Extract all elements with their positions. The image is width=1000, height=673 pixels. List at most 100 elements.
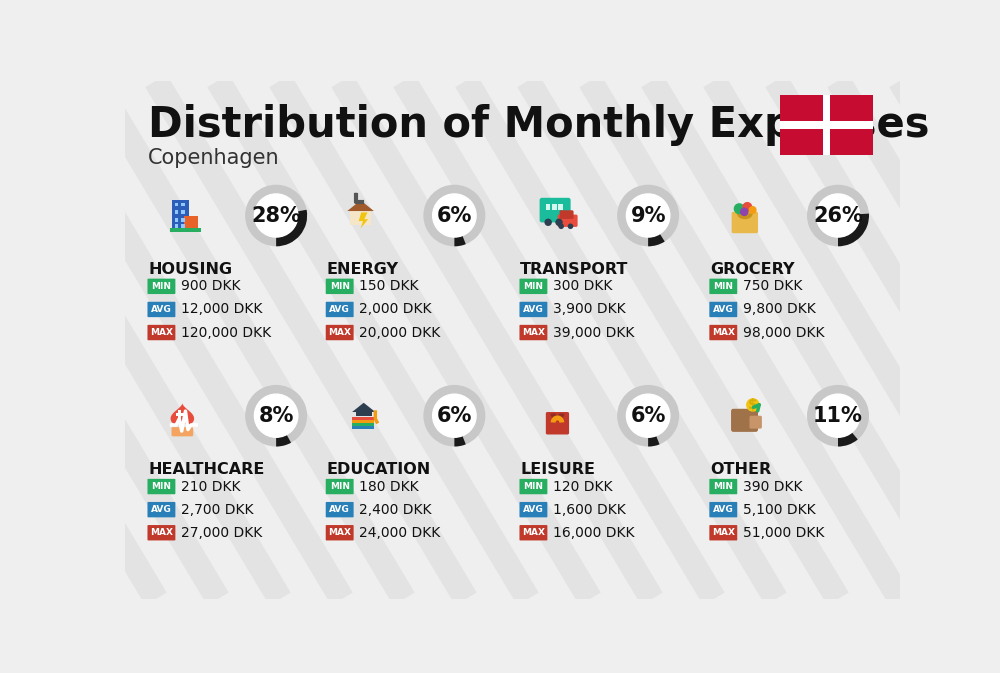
- FancyBboxPatch shape: [147, 302, 175, 317]
- Text: MIN: MIN: [151, 482, 171, 491]
- FancyBboxPatch shape: [147, 479, 175, 494]
- FancyBboxPatch shape: [557, 215, 578, 227]
- Wedge shape: [838, 213, 869, 246]
- FancyBboxPatch shape: [178, 411, 181, 418]
- Text: 51,000 DKK: 51,000 DKK: [743, 526, 824, 540]
- FancyBboxPatch shape: [352, 417, 374, 420]
- Polygon shape: [171, 403, 194, 425]
- Text: MIN: MIN: [523, 482, 543, 491]
- Text: 39,000 DKK: 39,000 DKK: [553, 326, 634, 340]
- Text: 27,000 DKK: 27,000 DKK: [181, 526, 262, 540]
- Text: 900 DKK: 900 DKK: [181, 279, 240, 293]
- Circle shape: [816, 194, 860, 237]
- Wedge shape: [807, 184, 869, 246]
- FancyBboxPatch shape: [558, 204, 563, 210]
- FancyBboxPatch shape: [181, 203, 185, 206]
- FancyBboxPatch shape: [709, 502, 737, 518]
- Text: $: $: [748, 398, 758, 412]
- Circle shape: [749, 206, 757, 214]
- Text: 150 DKK: 150 DKK: [359, 279, 419, 293]
- FancyBboxPatch shape: [352, 427, 374, 429]
- FancyBboxPatch shape: [184, 215, 198, 231]
- Text: 11%: 11%: [813, 406, 863, 426]
- FancyBboxPatch shape: [519, 479, 547, 494]
- FancyBboxPatch shape: [822, 95, 830, 155]
- FancyBboxPatch shape: [147, 502, 175, 518]
- Circle shape: [555, 219, 563, 226]
- FancyBboxPatch shape: [560, 210, 574, 219]
- Circle shape: [742, 202, 752, 212]
- Text: 750 DKK: 750 DKK: [743, 279, 802, 293]
- Text: AVG: AVG: [151, 505, 172, 514]
- Text: AVG: AVG: [523, 305, 544, 314]
- FancyBboxPatch shape: [519, 325, 547, 341]
- FancyBboxPatch shape: [519, 279, 547, 294]
- FancyBboxPatch shape: [709, 302, 737, 317]
- Text: 6%: 6%: [437, 406, 472, 426]
- Text: 300 DKK: 300 DKK: [553, 279, 612, 293]
- Text: 3,900 DKK: 3,900 DKK: [553, 302, 625, 316]
- Text: 28%: 28%: [251, 205, 301, 225]
- FancyBboxPatch shape: [709, 279, 737, 294]
- Wedge shape: [454, 435, 466, 446]
- FancyBboxPatch shape: [749, 416, 762, 429]
- FancyBboxPatch shape: [356, 412, 372, 417]
- Text: 9%: 9%: [630, 205, 666, 225]
- FancyBboxPatch shape: [175, 224, 178, 228]
- Text: MIN: MIN: [713, 482, 733, 491]
- Text: MIN: MIN: [330, 482, 350, 491]
- Text: Distribution of Monthly Expenses: Distribution of Monthly Expenses: [148, 104, 930, 147]
- Text: MAX: MAX: [150, 328, 173, 337]
- FancyBboxPatch shape: [181, 218, 185, 221]
- Circle shape: [433, 394, 476, 437]
- Wedge shape: [423, 184, 485, 246]
- Wedge shape: [648, 234, 665, 246]
- Text: MIN: MIN: [713, 282, 733, 291]
- FancyBboxPatch shape: [519, 302, 547, 317]
- Circle shape: [354, 192, 358, 197]
- Text: 16,000 DKK: 16,000 DKK: [553, 526, 634, 540]
- Wedge shape: [245, 184, 307, 246]
- Polygon shape: [352, 402, 375, 412]
- Text: TRANSPORT: TRANSPORT: [520, 262, 629, 277]
- Circle shape: [568, 223, 573, 229]
- Text: MAX: MAX: [712, 528, 735, 537]
- Text: AVG: AVG: [151, 305, 172, 314]
- FancyBboxPatch shape: [147, 279, 175, 294]
- Circle shape: [544, 219, 552, 226]
- Text: 98,000 DKK: 98,000 DKK: [743, 326, 824, 340]
- Text: EDUCATION: EDUCATION: [326, 462, 431, 477]
- FancyBboxPatch shape: [546, 412, 569, 435]
- Wedge shape: [617, 385, 679, 446]
- Circle shape: [816, 394, 860, 437]
- Circle shape: [433, 194, 476, 237]
- Text: 24,000 DKK: 24,000 DKK: [359, 526, 440, 540]
- FancyBboxPatch shape: [326, 302, 354, 317]
- Wedge shape: [276, 210, 307, 246]
- Circle shape: [254, 194, 298, 237]
- Text: MAX: MAX: [328, 328, 351, 337]
- FancyBboxPatch shape: [780, 120, 873, 129]
- FancyBboxPatch shape: [172, 200, 189, 231]
- FancyBboxPatch shape: [709, 479, 737, 494]
- Text: MAX: MAX: [522, 528, 545, 537]
- Circle shape: [558, 223, 564, 229]
- FancyBboxPatch shape: [147, 325, 175, 341]
- Text: 5,100 DKK: 5,100 DKK: [743, 503, 815, 517]
- Text: AVG: AVG: [329, 505, 350, 514]
- Text: MIN: MIN: [151, 282, 171, 291]
- FancyBboxPatch shape: [176, 413, 184, 416]
- FancyBboxPatch shape: [175, 203, 178, 206]
- Text: 20,000 DKK: 20,000 DKK: [359, 326, 440, 340]
- Text: 210 DKK: 210 DKK: [181, 480, 240, 493]
- Text: MAX: MAX: [712, 328, 735, 337]
- Text: 2,700 DKK: 2,700 DKK: [181, 503, 253, 517]
- Text: HEALTHCARE: HEALTHCARE: [148, 462, 265, 477]
- Circle shape: [626, 394, 670, 437]
- Text: 120 DKK: 120 DKK: [553, 480, 612, 493]
- Wedge shape: [648, 435, 660, 446]
- FancyBboxPatch shape: [780, 129, 822, 155]
- Text: 2,000 DKK: 2,000 DKK: [359, 302, 432, 316]
- FancyBboxPatch shape: [731, 409, 758, 432]
- Text: AVG: AVG: [713, 305, 734, 314]
